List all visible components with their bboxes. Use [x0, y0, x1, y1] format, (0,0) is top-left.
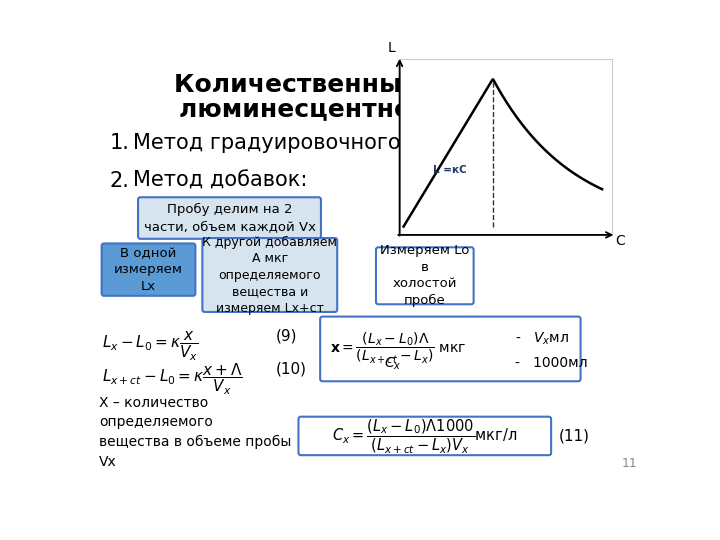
- Text: люминесцентном анализе: люминесцентном анализе: [179, 97, 559, 121]
- Text: $C_x$: $C_x$: [384, 356, 402, 372]
- Text: Измеряем Lo
в
холостой
пробе: Измеряем Lo в холостой пробе: [380, 245, 469, 307]
- FancyBboxPatch shape: [202, 238, 337, 312]
- Text: 1.: 1.: [109, 132, 130, 153]
- Text: (10): (10): [276, 361, 307, 376]
- Text: К другой добавляем
А мкг
определяемого
вещества и
измеряем Lx+ст: К другой добавляем А мкг определяемого в…: [202, 235, 337, 314]
- Text: В одной
измеряем
Lx: В одной измеряем Lx: [114, 247, 183, 293]
- Text: -   1000мл: - 1000мл: [515, 356, 588, 370]
- Text: $C_x = \dfrac{(L_x-L_0)\Lambda1000}{(L_{x+ct}-L_x)V_x}$мкг/л: $C_x = \dfrac{(L_x-L_0)\Lambda1000}{(L_{…: [332, 417, 518, 455]
- Text: 2.: 2.: [109, 171, 130, 191]
- FancyBboxPatch shape: [102, 244, 195, 296]
- FancyBboxPatch shape: [138, 197, 321, 239]
- Text: -   $V_x$мл: - $V_x$мл: [515, 330, 569, 347]
- Text: Х – количество
определяемого
вещества в объеме пробы
Vx: Х – количество определяемого вещества в …: [99, 396, 292, 469]
- Text: C: C: [616, 234, 626, 248]
- Text: $L_{x+ct} - L_0 = \kappa\dfrac{x+\Lambda}{V_x}$: $L_{x+ct} - L_0 = \kappa\dfrac{x+\Lambda…: [102, 361, 243, 397]
- Text: 11: 11: [621, 457, 637, 470]
- Text: Метод добавок:: Метод добавок:: [132, 171, 307, 191]
- Text: $\mathbf{x} = \dfrac{(L_x-L_0)\Lambda}{(L_{x+ct}-L_x)}$ мкг: $\mathbf{x} = \dfrac{(L_x-L_0)\Lambda}{(…: [330, 330, 467, 366]
- Text: L =кС: L =кС: [433, 165, 467, 175]
- Text: Метод градуировочного графика: Метод градуировочного графика: [132, 132, 500, 153]
- FancyBboxPatch shape: [320, 316, 580, 381]
- Text: L: L: [387, 42, 395, 56]
- Text: Пробу делим на 2
части, объем каждой Vx: Пробу делим на 2 части, объем каждой Vx: [143, 203, 315, 233]
- Text: Количественные методы в: Количественные методы в: [174, 72, 564, 97]
- Text: $L_x - L_0 = \kappa\dfrac{x}{V_x}$: $L_x - L_0 = \kappa\dfrac{x}{V_x}$: [102, 330, 198, 363]
- Text: (11): (11): [559, 428, 590, 443]
- FancyBboxPatch shape: [299, 417, 551, 455]
- FancyBboxPatch shape: [376, 247, 474, 304]
- Text: (9): (9): [276, 329, 297, 344]
